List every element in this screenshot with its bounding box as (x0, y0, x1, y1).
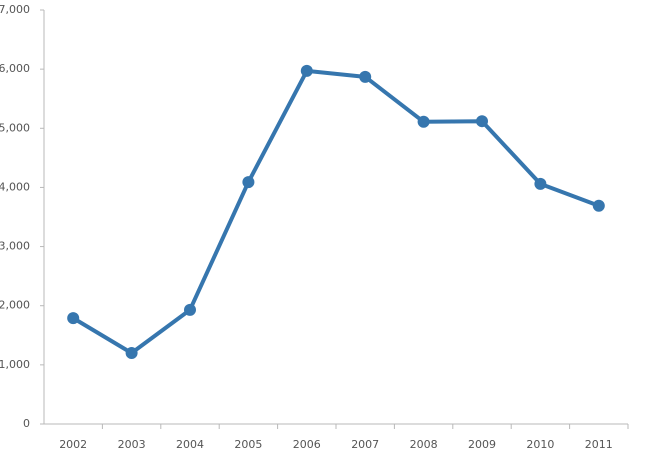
data-point (242, 176, 255, 189)
x-tick-label: 2008 (410, 438, 438, 451)
x-tick-label: 2005 (234, 438, 262, 451)
y-tick-label: 7,000 (0, 3, 30, 16)
y-tick-label: 2,000 (0, 299, 30, 312)
y-tick-label: 3,000 (0, 240, 30, 253)
x-tick-label: 2009 (468, 438, 496, 451)
x-tick-label: 2011 (585, 438, 613, 451)
x-tick-label: 2006 (293, 438, 321, 451)
data-point (417, 115, 430, 128)
y-tick-label: 1,000 (0, 358, 30, 371)
data-point (300, 64, 313, 77)
data-point (125, 347, 138, 360)
data-point (592, 199, 605, 212)
y-tick-label: 6,000 (0, 62, 30, 75)
y-tick-label: 0 (23, 417, 30, 430)
data-point (359, 70, 372, 83)
data-point (476, 115, 488, 128)
data-point (534, 177, 547, 190)
x-tick-label: 2002 (59, 438, 87, 451)
x-tick-label: 2003 (118, 438, 146, 451)
y-tick-label: 5,000 (0, 121, 30, 134)
x-tick-label: 2007 (351, 438, 379, 451)
y-tick-label: 4,000 (0, 180, 30, 193)
data-point (184, 303, 196, 316)
data-point (67, 312, 80, 325)
x-tick-label: 2004 (176, 438, 204, 451)
series-line (72, 68, 600, 356)
x-tick-label: 2010 (526, 438, 554, 451)
